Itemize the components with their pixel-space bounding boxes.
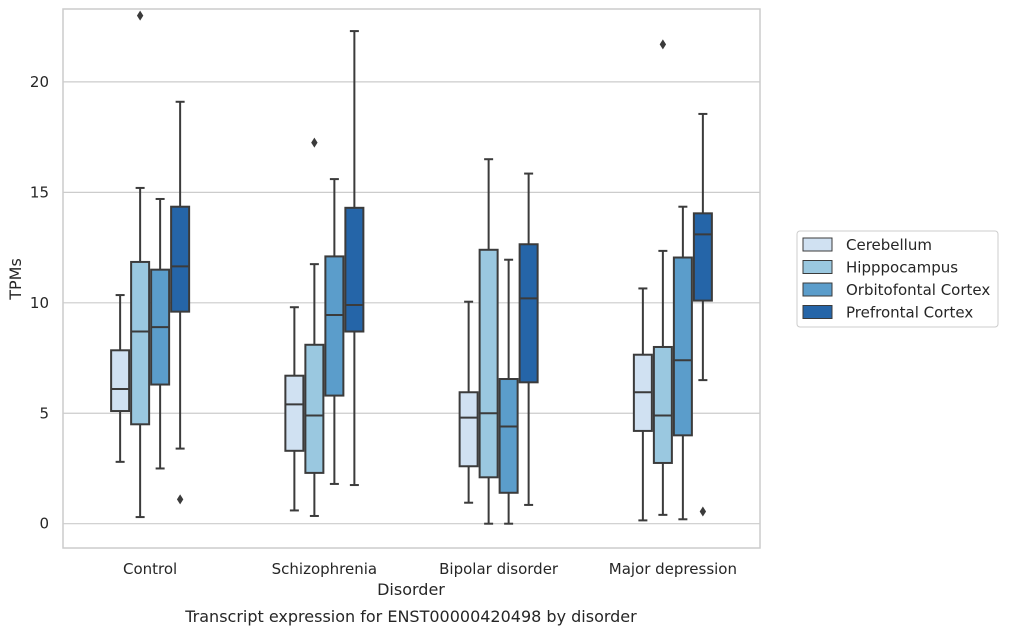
box-cerebellum [284, 306, 305, 512]
iqr-box [324, 255, 345, 397]
iqr-box [284, 374, 305, 452]
legend-label: Cerebellum [846, 236, 932, 254]
x-axis-label: Disorder [377, 580, 445, 599]
outlier-point [659, 39, 667, 50]
iqr-box [498, 378, 519, 494]
y-axis-ticks: 0 5 10 15 20 [30, 73, 49, 533]
legend-label: Hipppocampus [846, 259, 958, 277]
plot-frame [62, 8, 761, 549]
iqr-box [672, 256, 693, 437]
box-cerebellum [632, 287, 653, 522]
x-tick-label: Bipolar disorder [439, 560, 559, 578]
y-axis-label: TPMs [6, 258, 25, 301]
box-hipppocampus [652, 39, 673, 516]
y-tick-label: 15 [30, 183, 49, 201]
box-hipppocampus [130, 10, 151, 519]
box-prefrontal-cortex [692, 112, 713, 517]
legend-swatch [802, 260, 833, 274]
y-tick-label: 0 [39, 515, 49, 533]
outlier-point [176, 494, 184, 505]
iqr-box [110, 349, 131, 413]
box-orbitofontal-cortex [672, 205, 693, 521]
legend-swatch [802, 282, 833, 297]
box-orbitofontal-cortex [324, 178, 345, 485]
outlier-point [699, 506, 707, 517]
legend-label: Prefrontal Cortex [846, 304, 973, 322]
iqr-box [652, 345, 673, 464]
chart-caption: Transcript expression for ENST0000042049… [184, 607, 637, 626]
x-tick-label: Schizophrenia [272, 560, 377, 578]
iqr-box [130, 260, 151, 426]
box-cerebellum [458, 300, 479, 504]
legend-label: Orbitofontal Cortex [846, 281, 990, 299]
box-hipppocampus [304, 137, 325, 517]
box-prefrontal-cortex [170, 100, 191, 505]
y-tick-label: 10 [30, 294, 49, 312]
iqr-box [344, 206, 365, 333]
outlier-point [136, 10, 144, 21]
legend: Cerebellum Hipppocampus Orbitofontal Corte… [796, 230, 999, 328]
iqr-box [458, 391, 479, 468]
box-orbitofontal-cortex [150, 197, 171, 470]
box-cerebellum [110, 294, 131, 463]
box-orbitofontal-cortex [498, 258, 519, 525]
iqr-box [692, 212, 713, 302]
legend-swatch [802, 305, 833, 319]
legend-swatch [802, 237, 833, 252]
boxes [110, 10, 713, 525]
y-tick-label: 5 [39, 404, 49, 422]
x-axis-ticks: Control Schizophrenia Bipolar disorder Majo… [123, 560, 737, 578]
y-tick-label: 20 [30, 73, 49, 91]
box-hipppocampus [478, 158, 499, 525]
iqr-box [170, 205, 191, 313]
iqr-box [518, 243, 539, 384]
iqr-box [304, 343, 325, 474]
x-tick-label: Control [123, 560, 177, 578]
box-prefrontal-cortex [344, 30, 365, 487]
x-tick-label: Major depression [609, 560, 737, 578]
legend-frame [796, 230, 999, 328]
outlier-point [311, 137, 318, 148]
iqr-box [478, 248, 499, 479]
box-prefrontal-cortex [518, 172, 539, 506]
